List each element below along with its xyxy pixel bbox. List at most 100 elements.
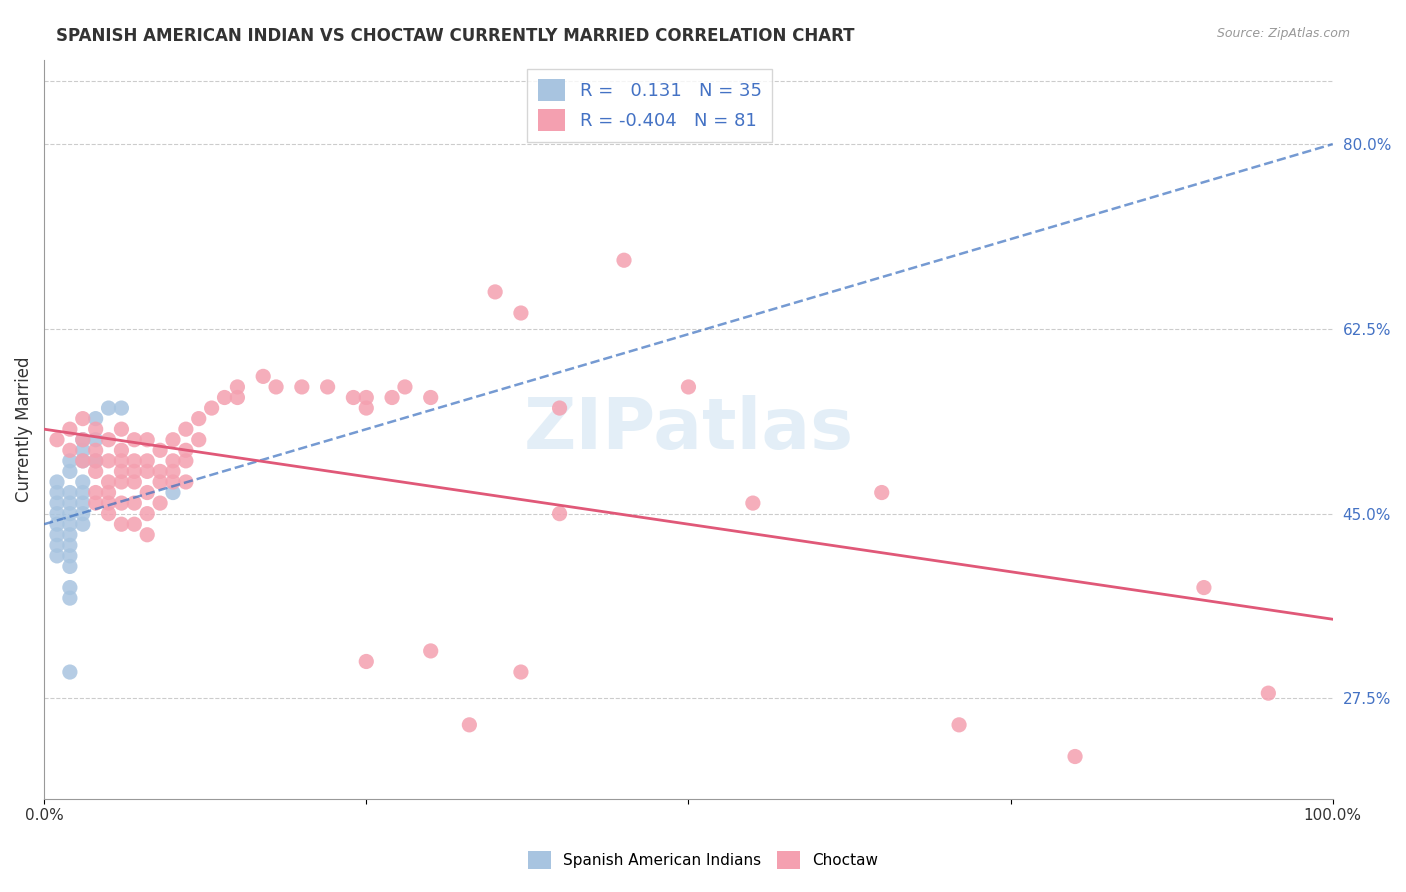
Point <box>458 718 481 732</box>
Point <box>46 517 69 532</box>
Point <box>509 306 531 320</box>
Point <box>84 496 107 510</box>
Point <box>124 464 146 478</box>
Point <box>59 422 82 436</box>
Point <box>72 496 94 510</box>
Point <box>162 475 184 489</box>
Point <box>59 591 82 606</box>
Point <box>149 475 172 489</box>
Point <box>1064 749 1087 764</box>
Point <box>509 665 531 679</box>
Point <box>59 665 82 679</box>
Point <box>678 380 700 394</box>
Point <box>149 496 172 510</box>
Point <box>174 454 197 468</box>
Point <box>46 433 69 447</box>
Point <box>110 422 132 436</box>
Point <box>162 454 184 468</box>
Point <box>291 380 314 394</box>
Point <box>84 443 107 458</box>
Point <box>84 485 107 500</box>
Point <box>187 411 209 425</box>
Point <box>226 391 249 405</box>
Point <box>356 401 378 415</box>
Point <box>59 538 82 552</box>
Point <box>46 549 69 563</box>
Point <box>381 391 404 405</box>
Text: ZIPatlas: ZIPatlas <box>523 394 853 464</box>
Point <box>84 433 107 447</box>
Point <box>72 433 94 447</box>
Point <box>46 528 69 542</box>
Point <box>162 464 184 478</box>
Point <box>252 369 274 384</box>
Point <box>264 380 287 394</box>
Point <box>110 475 132 489</box>
Text: SPANISH AMERICAN INDIAN VS CHOCTAW CURRENTLY MARRIED CORRELATION CHART: SPANISH AMERICAN INDIAN VS CHOCTAW CURRE… <box>56 27 855 45</box>
Point <box>84 422 107 436</box>
Point <box>84 454 107 468</box>
Point <box>124 517 146 532</box>
Point <box>136 464 159 478</box>
Point <box>136 507 159 521</box>
Point <box>97 485 120 500</box>
Point <box>174 475 197 489</box>
Point <box>59 507 82 521</box>
Point <box>97 433 120 447</box>
Point <box>46 485 69 500</box>
Point <box>59 559 82 574</box>
Point <box>136 454 159 468</box>
Point <box>72 411 94 425</box>
Point <box>124 496 146 510</box>
Point <box>149 464 172 478</box>
Point <box>59 496 82 510</box>
Legend: R =   0.131   N = 35, R = -0.404   N = 81: R = 0.131 N = 35, R = -0.404 N = 81 <box>527 69 772 142</box>
Point <box>110 454 132 468</box>
Point <box>136 433 159 447</box>
Point <box>59 549 82 563</box>
Point <box>162 433 184 447</box>
Point <box>97 401 120 415</box>
Point <box>124 433 146 447</box>
Point <box>72 507 94 521</box>
Point <box>72 454 94 468</box>
Point <box>394 380 416 394</box>
Point <box>59 454 82 468</box>
Point <box>72 475 94 489</box>
Text: Source: ZipAtlas.com: Source: ZipAtlas.com <box>1216 27 1350 40</box>
Point <box>149 443 172 458</box>
Point <box>97 475 120 489</box>
Point <box>187 433 209 447</box>
Point <box>97 507 120 521</box>
Point <box>84 464 107 478</box>
Point <box>741 496 763 510</box>
Point <box>136 485 159 500</box>
Point <box>136 528 159 542</box>
Y-axis label: Currently Married: Currently Married <box>15 357 32 502</box>
Point <box>201 401 224 415</box>
Point <box>59 528 82 542</box>
Point <box>124 475 146 489</box>
Point <box>870 485 893 500</box>
Point <box>548 507 571 521</box>
Legend: Spanish American Indians, Choctaw: Spanish American Indians, Choctaw <box>522 845 884 875</box>
Point <box>356 655 378 669</box>
Point <box>46 538 69 552</box>
Point <box>174 443 197 458</box>
Point <box>110 443 132 458</box>
Point <box>484 285 506 299</box>
Point <box>316 380 339 394</box>
Point <box>72 443 94 458</box>
Point <box>174 422 197 436</box>
Point <box>84 454 107 468</box>
Point <box>84 411 107 425</box>
Point <box>97 496 120 510</box>
Point <box>72 454 94 468</box>
Point <box>1257 686 1279 700</box>
Point <box>110 401 132 415</box>
Point <box>110 496 132 510</box>
Point <box>46 475 69 489</box>
Point <box>46 496 69 510</box>
Point <box>97 454 120 468</box>
Point <box>72 485 94 500</box>
